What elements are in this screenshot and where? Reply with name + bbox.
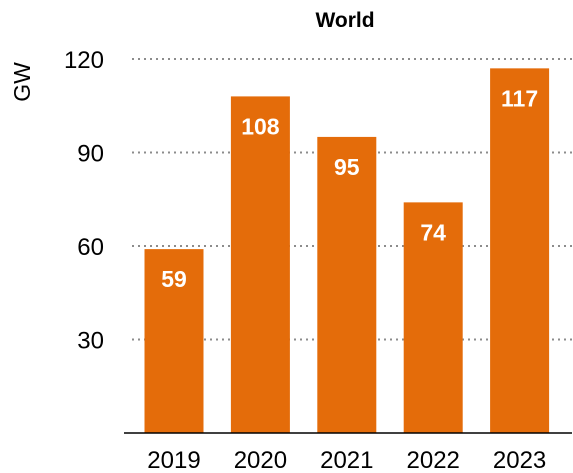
data-label-2020: 108 [241, 113, 280, 139]
x-tick-label-2023: 2023 [493, 447, 546, 473]
y-axis-label: GW [9, 62, 35, 102]
bar-2023 [490, 68, 550, 433]
y-tick-label-90: 90 [77, 141, 104, 168]
chart-title: World [315, 9, 374, 32]
bar-2021 [317, 136, 377, 433]
y-tick-label-120: 120 [64, 47, 104, 74]
x-tick-label-2020: 2020 [234, 447, 287, 473]
x-tick-label-2022: 2022 [407, 447, 460, 473]
y-tick-label-60: 60 [77, 234, 104, 261]
bar-2022 [403, 202, 463, 433]
data-label-2022: 74 [420, 219, 446, 245]
x-tick-label-2021: 2021 [320, 447, 373, 473]
data-label-2023: 117 [501, 85, 538, 111]
data-label-2019: 59 [161, 266, 187, 292]
data-label-2021: 95 [334, 154, 360, 180]
bar-2019 [144, 249, 204, 433]
bar-2020 [230, 96, 290, 434]
y-tick-label-30: 30 [77, 328, 104, 355]
x-tick-label-2019: 2019 [147, 447, 200, 473]
